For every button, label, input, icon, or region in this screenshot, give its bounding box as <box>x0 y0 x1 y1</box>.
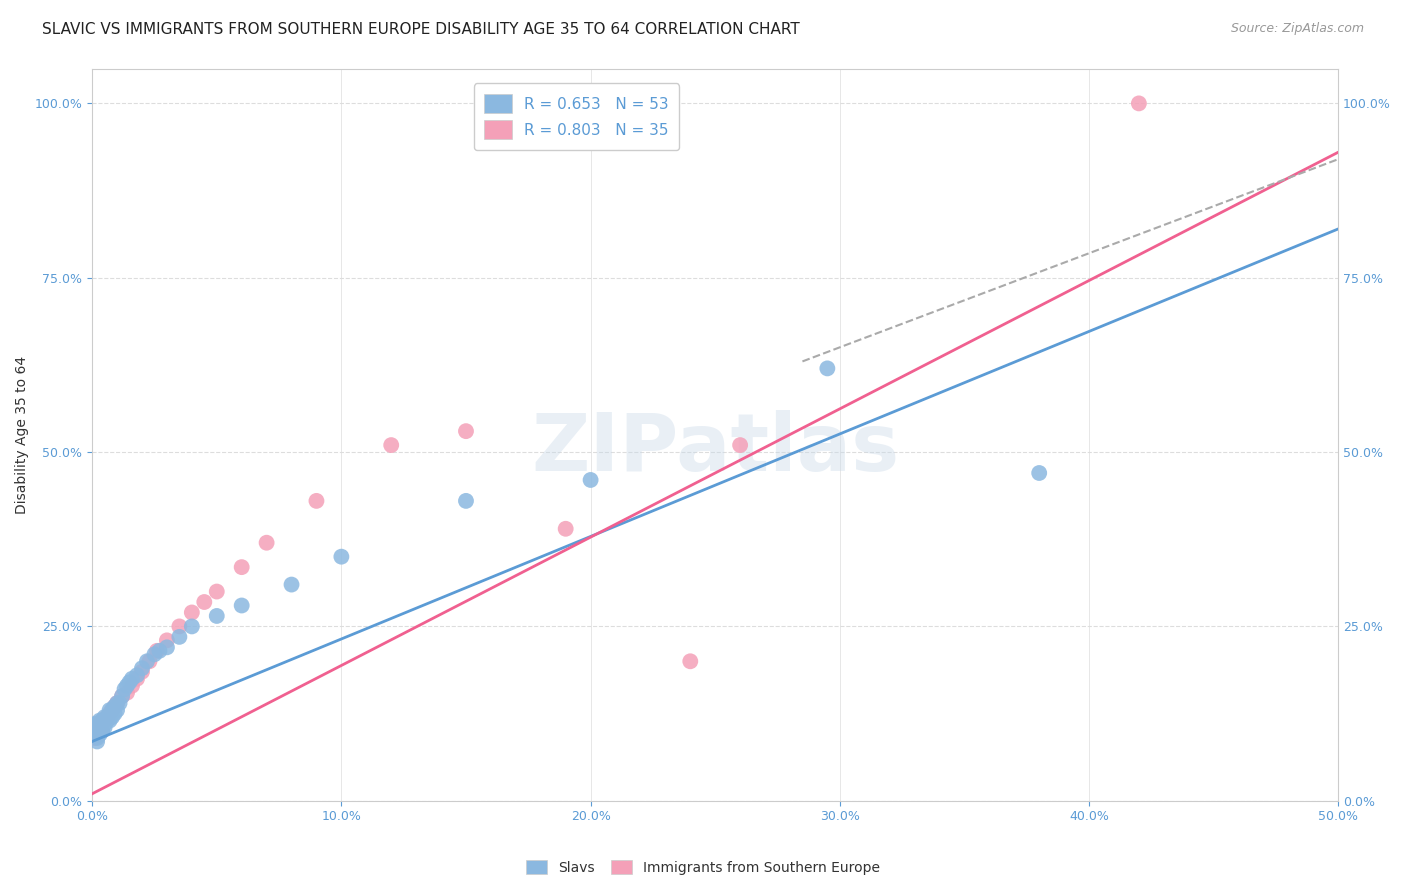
Point <box>118 675 141 690</box>
Legend: Slavs, Immigrants from Southern Europe: Slavs, Immigrants from Southern Europe <box>520 855 886 880</box>
Point <box>98 710 121 724</box>
Point <box>111 689 134 703</box>
Point <box>156 640 179 655</box>
Point <box>89 717 111 731</box>
Point <box>103 706 125 721</box>
Point <box>115 679 138 693</box>
Point <box>121 679 143 693</box>
Point <box>231 599 253 613</box>
Point <box>679 654 702 668</box>
Text: SLAVIC VS IMMIGRANTS FROM SOUTHERN EUROPE DISABILITY AGE 35 TO 64 CORRELATION CH: SLAVIC VS IMMIGRANTS FROM SOUTHERN EUROP… <box>42 22 800 37</box>
Point <box>111 689 134 703</box>
Point <box>380 438 402 452</box>
Point <box>86 721 108 735</box>
Point <box>83 731 105 745</box>
Point <box>1028 466 1050 480</box>
Point <box>103 699 125 714</box>
Point <box>105 703 128 717</box>
Point <box>86 717 108 731</box>
Y-axis label: Disability Age 35 to 64: Disability Age 35 to 64 <box>15 356 30 514</box>
Point <box>454 494 477 508</box>
Point <box>86 734 108 748</box>
Point <box>83 721 105 735</box>
Point <box>815 361 838 376</box>
Point <box>93 714 115 728</box>
Point <box>96 710 118 724</box>
Point <box>91 714 114 728</box>
Point <box>138 654 160 668</box>
Point <box>205 584 228 599</box>
Point <box>554 522 576 536</box>
Point <box>89 727 111 741</box>
Point <box>98 703 121 717</box>
Point <box>101 703 124 717</box>
Point <box>330 549 353 564</box>
Point <box>125 668 148 682</box>
Point <box>96 710 118 724</box>
Point <box>169 630 191 644</box>
Point <box>93 717 115 731</box>
Point <box>93 721 115 735</box>
Point <box>231 560 253 574</box>
Point <box>256 535 278 549</box>
Point <box>91 717 114 731</box>
Point <box>193 595 215 609</box>
Point <box>146 644 169 658</box>
Point <box>131 661 153 675</box>
Legend: R = 0.653   N = 53, R = 0.803   N = 35: R = 0.653 N = 53, R = 0.803 N = 35 <box>474 84 679 150</box>
Point <box>131 665 153 679</box>
Point <box>83 717 105 731</box>
Point <box>86 727 108 741</box>
Point <box>305 494 328 508</box>
Point <box>89 721 111 735</box>
Point <box>156 633 179 648</box>
Point <box>89 714 111 728</box>
Point <box>205 609 228 624</box>
Point <box>148 644 170 658</box>
Text: Source: ZipAtlas.com: Source: ZipAtlas.com <box>1230 22 1364 36</box>
Point <box>108 696 131 710</box>
Text: ZIPatlas: ZIPatlas <box>531 410 900 488</box>
Point <box>86 724 108 739</box>
Point <box>105 696 128 710</box>
Point <box>103 699 125 714</box>
Point <box>101 710 124 724</box>
Point <box>115 686 138 700</box>
Point <box>83 727 105 741</box>
Point <box>83 724 105 739</box>
Point <box>579 473 602 487</box>
Point <box>454 424 477 438</box>
Point <box>93 710 115 724</box>
Point <box>91 721 114 735</box>
Point <box>86 731 108 745</box>
Point <box>91 724 114 739</box>
Point <box>96 714 118 728</box>
Point <box>180 606 202 620</box>
Point <box>180 619 202 633</box>
Point <box>98 706 121 721</box>
Point <box>114 682 136 697</box>
Point <box>83 724 105 739</box>
Point <box>89 724 111 739</box>
Point <box>105 696 128 710</box>
Point <box>143 648 166 662</box>
Point <box>728 438 751 452</box>
Point <box>91 714 114 728</box>
Point <box>98 714 121 728</box>
Point <box>91 724 114 739</box>
Point <box>1128 96 1150 111</box>
Point <box>125 672 148 686</box>
Point <box>89 724 111 739</box>
Point <box>86 727 108 741</box>
Point <box>121 672 143 686</box>
Point <box>280 577 302 591</box>
Point <box>169 619 191 633</box>
Point <box>136 654 159 668</box>
Point <box>101 703 124 717</box>
